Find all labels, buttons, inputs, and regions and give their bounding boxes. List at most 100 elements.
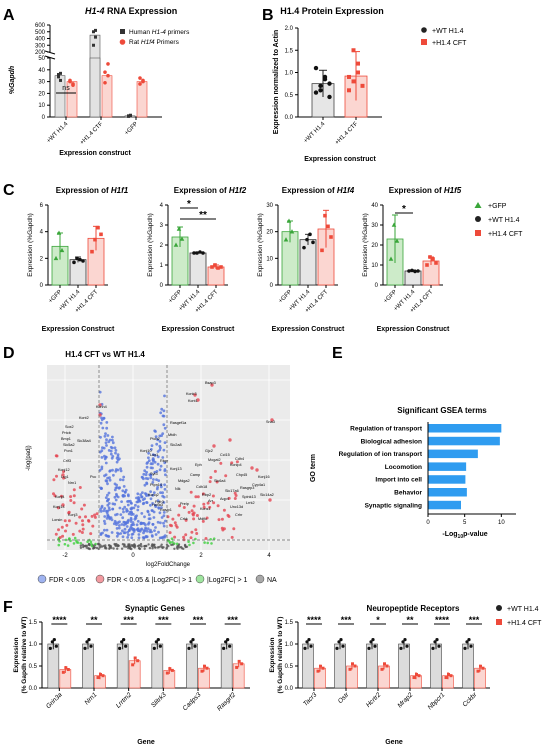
volcano-point bbox=[108, 516, 112, 520]
tick-label: 2 bbox=[160, 243, 164, 249]
volcano-point bbox=[201, 492, 205, 496]
gene-label: Eph bbox=[195, 463, 202, 467]
tick-label: 2 bbox=[40, 256, 44, 262]
volcano-point bbox=[134, 545, 137, 548]
data-point bbox=[403, 638, 407, 642]
data-point bbox=[92, 30, 95, 34]
volcano-point bbox=[156, 450, 160, 453]
sig-star: ** bbox=[90, 615, 98, 625]
panel-letter-a: A bbox=[3, 7, 15, 24]
data-point bbox=[433, 640, 437, 644]
volcano-point bbox=[121, 529, 124, 533]
volcano-point bbox=[105, 528, 109, 532]
volcano-point bbox=[135, 523, 139, 527]
volcano-point bbox=[174, 523, 178, 527]
volcano-point bbox=[90, 542, 93, 546]
data-point bbox=[122, 638, 126, 642]
tick-label: 4 bbox=[40, 230, 44, 236]
volcano-point bbox=[220, 517, 224, 521]
volcano-point bbox=[173, 535, 177, 539]
volcano-point bbox=[170, 524, 173, 528]
gene-label: Pon1 bbox=[64, 449, 73, 453]
data-point bbox=[444, 676, 448, 680]
volcano-point bbox=[122, 475, 126, 479]
category-label: +H1.4 CTF bbox=[334, 121, 359, 146]
bar-wt bbox=[220, 643, 233, 689]
volcano-point bbox=[142, 531, 145, 535]
data-point bbox=[129, 114, 132, 118]
panel-a-legend-rat: Rat H1f4 Primers bbox=[129, 39, 180, 46]
bar-wt bbox=[334, 643, 346, 689]
data-point bbox=[467, 638, 471, 642]
volcano-point bbox=[95, 512, 99, 516]
volcano-point bbox=[139, 542, 143, 546]
volcano-point bbox=[160, 536, 164, 540]
volcano-point bbox=[210, 542, 213, 545]
volcano-point bbox=[194, 528, 198, 532]
data-point bbox=[124, 644, 128, 648]
volcano-point bbox=[64, 529, 67, 533]
volcano-point bbox=[158, 440, 162, 443]
data-point bbox=[305, 237, 309, 242]
volcano-point bbox=[99, 487, 103, 490]
volcano-point bbox=[155, 442, 159, 446]
volcano-point bbox=[163, 487, 167, 491]
data-point bbox=[99, 232, 103, 237]
gene-label: Arr bbox=[208, 499, 214, 503]
data-point bbox=[447, 672, 450, 676]
volcano-point bbox=[147, 451, 151, 455]
gene-label: Rasgef1a bbox=[170, 421, 187, 425]
data-point bbox=[286, 218, 292, 223]
tick-label: 0.0 bbox=[285, 115, 294, 121]
data-point bbox=[106, 62, 110, 66]
volcano-point bbox=[268, 498, 272, 502]
volcano-point bbox=[153, 460, 157, 464]
volcano-point bbox=[219, 461, 223, 465]
data-point bbox=[303, 646, 307, 651]
volcano-point bbox=[212, 537, 216, 540]
data-point bbox=[168, 667, 172, 671]
panel-b-legend-wt: +WT H1.4 bbox=[432, 28, 464, 35]
volcano-point bbox=[119, 469, 123, 473]
gene-label: Nbpcr1 bbox=[427, 691, 447, 711]
volcano-point bbox=[136, 508, 140, 512]
volcano-point bbox=[126, 533, 130, 537]
volcano-point bbox=[131, 521, 135, 524]
data-point bbox=[339, 638, 343, 642]
volcano-point bbox=[233, 497, 237, 500]
category-label: +GFP bbox=[168, 289, 183, 304]
gene-label: Grin3a bbox=[45, 691, 64, 710]
panel-c: Expression of H1f1 0 2 4 6 Expression (%Gapdh… bbox=[27, 186, 462, 333]
volcano-point bbox=[156, 485, 160, 489]
volcano-point bbox=[137, 497, 141, 500]
panel-f-chart: Neuropeptide Receptors 0.0 0.5 1.0 1.5 Expres… bbox=[269, 604, 490, 746]
data-point bbox=[435, 638, 439, 642]
data-point bbox=[141, 79, 145, 84]
data-point bbox=[341, 644, 345, 648]
volcano-point bbox=[109, 452, 113, 456]
data-point bbox=[118, 646, 122, 651]
volcano-point bbox=[58, 540, 61, 543]
volcano-point bbox=[96, 542, 100, 546]
volcano-point bbox=[114, 451, 117, 455]
volcano-point bbox=[114, 498, 118, 502]
volcano-point bbox=[115, 460, 119, 464]
data-point bbox=[371, 638, 375, 642]
volcano-point bbox=[111, 435, 114, 439]
panel-f-title: Neuropeptide Receptors bbox=[367, 604, 460, 613]
volcano-point bbox=[103, 515, 107, 518]
volcano-point bbox=[124, 545, 128, 548]
data-point bbox=[283, 237, 289, 242]
gene-label: Rasgrf2 bbox=[216, 691, 237, 712]
gene-label: Pcc bbox=[90, 475, 96, 479]
panel-c-title: Expression of H1f1 bbox=[56, 186, 129, 195]
volcano-point bbox=[152, 478, 155, 481]
volcano-point bbox=[141, 521, 145, 525]
legend-label: |Log2FC| > 1 bbox=[207, 577, 248, 584]
data-point bbox=[380, 667, 384, 671]
volcano-point bbox=[120, 500, 123, 503]
volcano-point bbox=[90, 544, 94, 548]
data-point bbox=[469, 644, 473, 648]
